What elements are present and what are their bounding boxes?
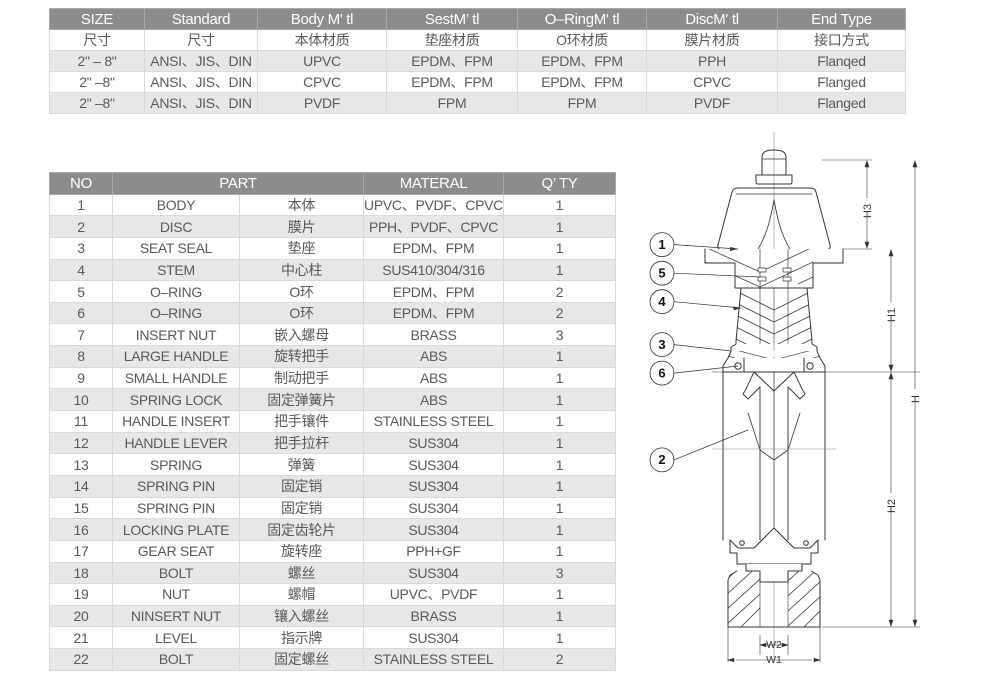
svg-text:H2: H2 [886, 499, 898, 513]
svg-text:1: 1 [658, 237, 665, 252]
svg-text:5: 5 [658, 265, 665, 280]
svg-text:3: 3 [658, 337, 665, 352]
svg-text:H1: H1 [886, 308, 898, 322]
svg-text:2: 2 [658, 452, 665, 467]
svg-text:H: H [910, 395, 922, 403]
svg-text:6: 6 [658, 365, 665, 380]
svg-text:W2: W2 [766, 639, 782, 651]
svg-text:H3: H3 [862, 204, 874, 218]
svg-text:W1: W1 [766, 654, 782, 665]
svg-text:4: 4 [658, 294, 666, 309]
